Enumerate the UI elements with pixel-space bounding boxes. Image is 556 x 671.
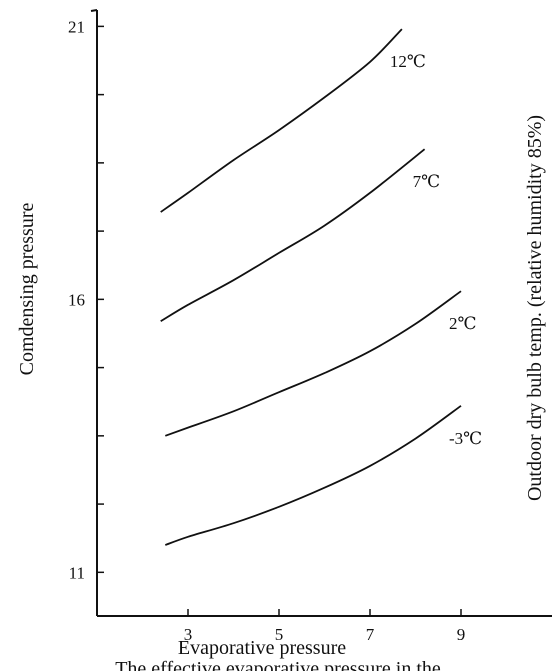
series-label: 2℃: [449, 314, 477, 333]
y-axis-title: Comdensing pressure: [16, 203, 38, 376]
y-tick-label: 21: [68, 17, 85, 36]
x-tick-label: 7: [366, 625, 375, 644]
x-axis-title: Evaporative pressure: [178, 637, 346, 659]
series-label: 7℃: [413, 172, 441, 191]
series-label: -3℃: [449, 429, 482, 448]
x-tick-label: 5: [275, 625, 284, 644]
y-tick-label: 16: [68, 290, 85, 309]
y-axis-top-cap: [90, 9, 98, 12]
axes: [90, 9, 552, 617]
series-line: [165, 405, 462, 546]
x-tick-label: 3: [184, 625, 193, 644]
curves: [160, 28, 462, 546]
figure-caption: The effective evaporative pressure in th…: [115, 658, 441, 671]
x-tick-label: 9: [457, 625, 466, 644]
right-axis-title: Outdoor dry bulb temp. (relative humidit…: [524, 115, 546, 501]
series-line: [160, 148, 426, 322]
y-tick-label: 11: [69, 563, 85, 582]
x-ticks: 3 5 7 9: [184, 609, 466, 644]
y-ticks: 11 16 21: [68, 17, 104, 582]
series-label: 12℃: [390, 52, 426, 71]
curve-labels: 12℃ 7℃ 2℃ -3℃: [390, 52, 482, 448]
series-line: [165, 290, 462, 437]
series-line: [160, 28, 403, 213]
